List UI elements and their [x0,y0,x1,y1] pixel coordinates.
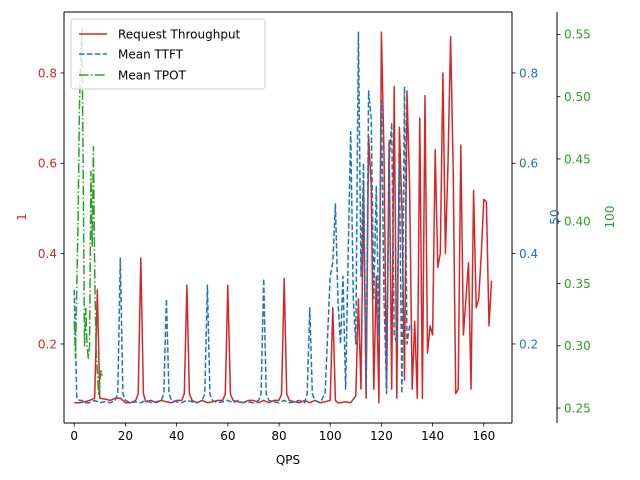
offset-right-axis-title: 100 [603,206,617,229]
plot-lines [73,27,493,404]
x-tick-label: 140 [421,429,444,443]
x-tick-label: 0 [70,429,78,443]
right2-tick-label: 0.35 [564,277,591,291]
right1-tick-label: 0.4 [519,247,538,261]
x-tick-label: 100 [319,429,342,443]
right1-tick-label: 0.2 [519,337,538,351]
legend: Request Throughput Mean TTFT Mean TPOT [70,18,266,90]
x-tick-label: 120 [370,429,393,443]
right-axis-title: 50 [548,209,562,224]
right1-tick-label: 0.6 [519,157,538,171]
right2-tick-label: 0.45 [564,152,591,166]
x-tick-label: 160 [472,429,495,443]
x-tick-label: 20 [118,429,133,443]
right2-tick-label: 0.25 [564,401,591,415]
x-axis-ticks: 0 20 40 60 80 100 120 140 160 [70,423,495,443]
legend-label-mean-ttft: Mean TTFT [118,48,184,62]
legend-label-mean-tpot: Mean TPOT [118,69,187,83]
series-line-mean-tpot [73,27,104,397]
right1-tick-label: 0.8 [519,66,538,80]
left-tick-label: 0.8 [38,66,57,80]
right2-tick-label: 0.40 [564,215,591,229]
right2-tick-label: 0.55 [564,28,591,42]
x-tick-label: 60 [220,429,235,443]
left-tick-label: 0.4 [38,247,57,261]
right2-tick-label: 0.50 [564,90,591,104]
right2-tick-label: 0.30 [564,339,591,353]
legend-label-request-throughput: Request Throughput [118,28,241,42]
left-axis-title: 1 [15,213,29,221]
x-tick-label: 40 [169,429,184,443]
legend-box [70,18,266,90]
left-tick-label: 0.6 [38,157,57,171]
x-axis-title: QPS [276,453,300,467]
x-tick-label: 80 [271,429,286,443]
series-line-mean-ttft [73,31,413,404]
series-line-request-throughput [74,31,493,404]
y-axis-ticks: 0.2 0.4 0.6 0.8 0.2 0.4 0.6 0.8 0.25 0.30 0.35 0.40… [38,28,591,416]
left-tick-label: 0.2 [38,337,57,351]
